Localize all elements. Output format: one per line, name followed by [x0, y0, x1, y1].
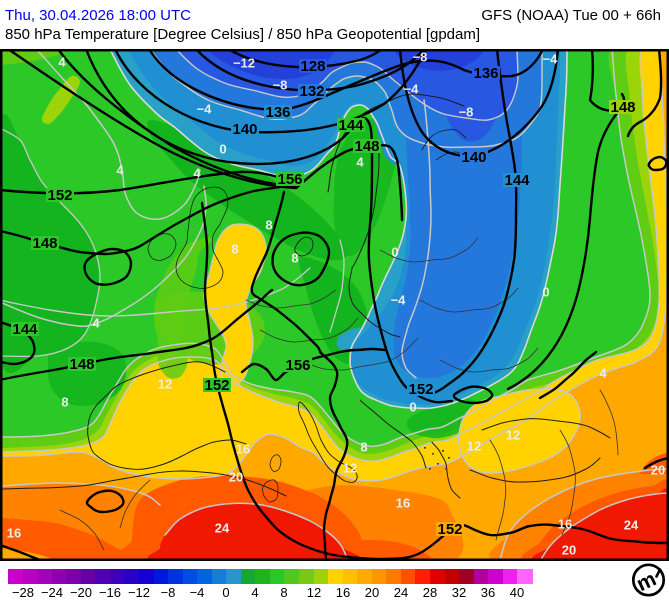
- svg-text:4: 4: [599, 366, 607, 381]
- svg-text:152: 152: [204, 377, 229, 394]
- svg-text:152: 152: [408, 381, 433, 398]
- svg-text:0: 0: [542, 285, 549, 300]
- svg-text:148: 148: [354, 138, 379, 155]
- svg-text:24: 24: [624, 518, 639, 533]
- svg-text:−8: −8: [413, 50, 428, 65]
- svg-text:140: 140: [461, 149, 486, 166]
- svg-text:140: 140: [232, 121, 257, 138]
- svg-text:152: 152: [437, 521, 462, 538]
- svg-text:20: 20: [651, 463, 665, 478]
- svg-text:136: 136: [473, 65, 498, 82]
- svg-text:20: 20: [562, 543, 576, 558]
- svg-text:144: 144: [504, 172, 530, 189]
- svg-text:24: 24: [215, 521, 230, 536]
- svg-text:148: 148: [32, 235, 57, 252]
- svg-text:4: 4: [92, 316, 100, 331]
- svg-text:−8: −8: [273, 78, 288, 93]
- svg-text:16: 16: [558, 517, 572, 532]
- svg-text:128: 128: [300, 58, 325, 75]
- svg-text:20: 20: [229, 470, 243, 485]
- svg-text:4: 4: [58, 55, 66, 70]
- svg-text:16: 16: [396, 496, 410, 511]
- svg-text:12: 12: [158, 377, 172, 392]
- svg-text:−4: −4: [391, 293, 407, 308]
- svg-text:148: 148: [69, 356, 94, 373]
- svg-text:148: 148: [610, 99, 635, 116]
- svg-text:−12: −12: [233, 56, 255, 71]
- svg-text:0: 0: [391, 245, 398, 260]
- svg-text:−4: −4: [197, 102, 213, 117]
- svg-text:12: 12: [343, 461, 357, 476]
- svg-text:144: 144: [12, 321, 38, 338]
- svg-text:−8: −8: [459, 105, 474, 120]
- svg-text:4: 4: [193, 166, 201, 181]
- svg-text:0: 0: [409, 400, 416, 415]
- svg-text:8: 8: [291, 251, 298, 266]
- svg-text:−4: −4: [404, 82, 420, 97]
- svg-text:156: 156: [285, 357, 310, 374]
- svg-text:152: 152: [47, 187, 72, 204]
- svg-text:132: 132: [299, 83, 324, 100]
- svg-text:16: 16: [7, 526, 21, 541]
- svg-text:12: 12: [467, 439, 481, 454]
- svg-text:8: 8: [360, 440, 367, 455]
- svg-text:4: 4: [116, 163, 124, 178]
- svg-text:156: 156: [277, 171, 302, 188]
- svg-text:12: 12: [506, 428, 520, 443]
- svg-text:8: 8: [61, 395, 68, 410]
- svg-text:4: 4: [356, 155, 364, 170]
- svg-text:144: 144: [338, 117, 364, 134]
- svg-text:8: 8: [231, 242, 238, 257]
- svg-text:−4: −4: [543, 52, 559, 67]
- svg-text:8: 8: [265, 218, 272, 233]
- svg-text:16: 16: [236, 442, 250, 457]
- svg-text:136: 136: [265, 104, 290, 121]
- svg-text:0: 0: [219, 142, 226, 157]
